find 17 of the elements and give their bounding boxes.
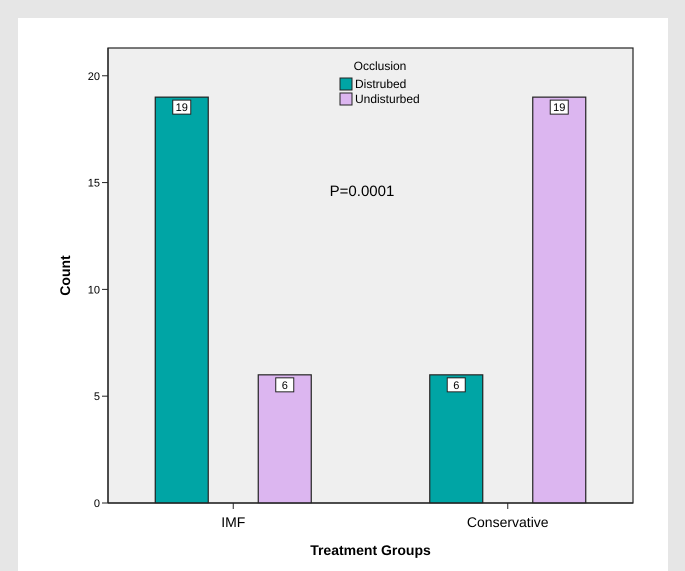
- annotation: P=0.0001: [330, 183, 394, 200]
- y-tick-label: 10: [88, 284, 100, 296]
- y-axis-title: Count: [57, 254, 73, 296]
- data-label: 6: [453, 380, 460, 392]
- y-tick-label: 0: [94, 498, 100, 510]
- data-label: 19: [176, 102, 188, 114]
- legend-label: Undisturbed: [355, 92, 420, 106]
- x-tick-label: IMF: [221, 514, 246, 530]
- x-tick-label: Conservative: [466, 514, 549, 530]
- legend-title: Occlusion: [354, 59, 406, 73]
- y-tick-label: 5: [94, 391, 100, 404]
- data-label: 6: [282, 380, 288, 392]
- x-axis-title: Treatment Groups: [310, 542, 431, 558]
- legend-label: Distrubed: [355, 77, 406, 91]
- data-label: 19: [553, 102, 566, 114]
- y-tick-label: 15: [88, 178, 100, 190]
- y-tick-label: 20: [88, 70, 100, 83]
